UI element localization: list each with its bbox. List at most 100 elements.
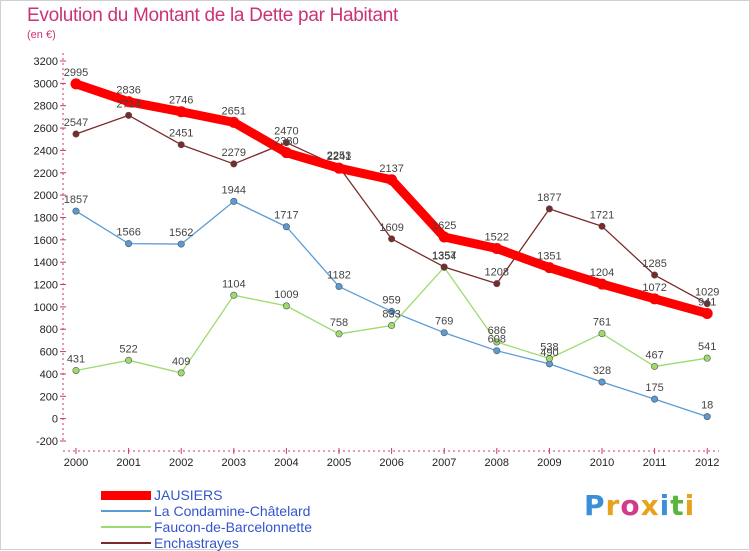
data-label-faucon-de-barcelonnette: 1009 bbox=[274, 289, 298, 301]
data-label-la-condamine-cha-telard: 328 bbox=[593, 365, 611, 377]
data-label-jausiers: 2836 bbox=[116, 85, 140, 97]
legend-swatch bbox=[101, 526, 151, 528]
data-point-faucon-de-barcelonnette bbox=[72, 366, 80, 374]
data-label-la-condamine-cha-telard: 959 bbox=[382, 294, 400, 306]
data-point-la-condamine-cha-telard bbox=[125, 240, 133, 248]
legend-label: JAUSIERS bbox=[154, 487, 223, 503]
y-tick-label: 3000 bbox=[34, 78, 58, 90]
data-label-enchastrayes: 2470 bbox=[274, 126, 298, 138]
chart-unit: (en €) bbox=[27, 29, 56, 41]
data-point-enchastrayes bbox=[493, 280, 501, 288]
y-tick-label: 1600 bbox=[34, 235, 58, 247]
data-point-faucon-de-barcelonnette bbox=[177, 369, 185, 377]
data-label-la-condamine-cha-telard: 1944 bbox=[222, 184, 246, 196]
data-label-enchastrayes: 1357 bbox=[432, 250, 456, 262]
data-label-jausiers: 1072 bbox=[642, 282, 666, 294]
data-point-faucon-de-barcelonnette bbox=[493, 338, 501, 346]
brand-logo: Proxiti bbox=[584, 489, 695, 522]
data-label-faucon-de-barcelonnette: 1104 bbox=[222, 278, 246, 290]
legend-label: Faucon-de-Barcelonnette bbox=[154, 519, 312, 535]
legend-swatch bbox=[101, 542, 151, 544]
data-label-la-condamine-cha-telard: 175 bbox=[645, 382, 663, 394]
data-label-faucon-de-barcelonnette: 833 bbox=[382, 309, 400, 321]
data-label-jausiers: 1204 bbox=[590, 267, 614, 279]
data-point-la-condamine-cha-telard bbox=[72, 207, 80, 215]
data-label-jausiers: 2380 bbox=[274, 136, 298, 148]
data-point-faucon-de-barcelonnette bbox=[703, 354, 711, 362]
data-point-la-condamine-cha-telard bbox=[440, 329, 448, 337]
data-label-faucon-de-barcelonnette: 686 bbox=[488, 325, 506, 337]
data-point-enchastrayes bbox=[703, 300, 711, 308]
data-label-enchastrayes: 1877 bbox=[537, 192, 561, 204]
data-point-la-condamine-cha-telard bbox=[177, 240, 185, 248]
x-tick-label: 2004 bbox=[274, 457, 298, 469]
series-layer bbox=[70, 78, 713, 421]
x-tick-label: 2010 bbox=[590, 457, 614, 469]
data-label-enchastrayes: 2714 bbox=[116, 98, 140, 110]
data-label-enchastrayes: 2253 bbox=[327, 150, 351, 162]
data-point-la-condamine-cha-telard bbox=[388, 307, 396, 315]
data-point-jausiers bbox=[175, 106, 187, 118]
data-point-faucon-de-barcelonnette bbox=[125, 356, 133, 364]
x-tick-label: 2011 bbox=[643, 457, 667, 469]
brand-letter: x bbox=[640, 489, 660, 522]
data-point-la-condamine-cha-telard bbox=[493, 347, 501, 355]
data-label-la-condamine-cha-telard: 1857 bbox=[64, 194, 88, 206]
data-point-faucon-de-barcelonnette bbox=[388, 322, 396, 330]
x-tick-label: 2000 bbox=[64, 457, 88, 469]
data-point-enchastrayes bbox=[388, 235, 396, 243]
data-label-jausiers: 2137 bbox=[379, 163, 403, 175]
y-tick-label: 2600 bbox=[34, 123, 58, 135]
brand-letter: r bbox=[605, 489, 621, 522]
data-point-la-condamine-cha-telard bbox=[598, 378, 606, 386]
x-tick-label: 2002 bbox=[169, 457, 193, 469]
data-point-la-condamine-cha-telard bbox=[335, 283, 343, 291]
x-tick-label: 2012 bbox=[695, 457, 719, 469]
data-label-jausiers: 941 bbox=[698, 296, 716, 308]
data-labels-layer: 1857 1566 1562 1944 1717 1182 959 769 608 490 328 1… bbox=[64, 67, 720, 412]
data-label-faucon-de-barcelonnette: 761 bbox=[593, 317, 611, 329]
x-tick-label: 2009 bbox=[537, 457, 561, 469]
data-label-enchastrayes: 1721 bbox=[590, 209, 614, 221]
x-tick-label: 2005 bbox=[327, 457, 351, 469]
data-point-faucon-de-barcelonnette bbox=[651, 362, 659, 370]
data-label-la-condamine-cha-telard: 1566 bbox=[116, 227, 140, 239]
data-label-faucon-de-barcelonnette: 409 bbox=[172, 356, 190, 368]
data-label-la-condamine-cha-telard: 1182 bbox=[327, 270, 351, 282]
data-point-jausiers bbox=[491, 243, 503, 255]
y-tick-label: 1800 bbox=[34, 212, 58, 224]
data-point-la-condamine-cha-telard bbox=[230, 197, 238, 205]
data-label-jausiers: 1625 bbox=[432, 220, 456, 232]
data-label-faucon-de-barcelonnette: 1354 bbox=[432, 250, 456, 262]
data-label-enchastrayes: 2451 bbox=[169, 128, 193, 140]
data-label-jausiers: 2241 bbox=[327, 151, 351, 163]
data-point-enchastrayes bbox=[440, 263, 448, 271]
y-tick-label: 600 bbox=[40, 347, 58, 359]
x-tick-label: 2007 bbox=[432, 457, 456, 469]
data-label-la-condamine-cha-telard: 1717 bbox=[274, 210, 298, 222]
y-tick-label: 400 bbox=[40, 369, 58, 381]
brand-letter: t bbox=[670, 489, 685, 522]
data-label-jausiers: 2995 bbox=[64, 67, 88, 79]
data-label-enchastrayes: 1208 bbox=[485, 267, 509, 279]
data-point-enchastrayes bbox=[125, 111, 133, 119]
chart-axes: -200 0 200 400 600 800 1000 1200 1400 1600 1800 200… bbox=[34, 53, 719, 469]
y-tick-label: 1200 bbox=[34, 280, 58, 292]
y-tick-label: 3200 bbox=[34, 56, 58, 68]
y-tick-label: 2400 bbox=[34, 145, 58, 157]
data-point-jausiers bbox=[123, 96, 135, 108]
x-tick-label: 2006 bbox=[379, 457, 403, 469]
data-point-jausiers bbox=[649, 293, 661, 305]
y-tick-label: 1000 bbox=[34, 302, 58, 314]
data-label-la-condamine-cha-telard: 1562 bbox=[169, 227, 193, 239]
x-tick-label: 2008 bbox=[485, 457, 509, 469]
data-point-jausiers bbox=[386, 174, 398, 186]
legend-label: La Condamine-Châtelard bbox=[154, 503, 311, 519]
data-label-enchastrayes: 1029 bbox=[695, 287, 719, 299]
y-tick-label: 2000 bbox=[34, 190, 58, 202]
data-point-faucon-de-barcelonnette bbox=[335, 330, 343, 338]
data-point-faucon-de-barcelonnette bbox=[545, 355, 553, 363]
y-tick-label: -200 bbox=[36, 436, 58, 448]
data-point-faucon-de-barcelonnette bbox=[282, 302, 290, 310]
